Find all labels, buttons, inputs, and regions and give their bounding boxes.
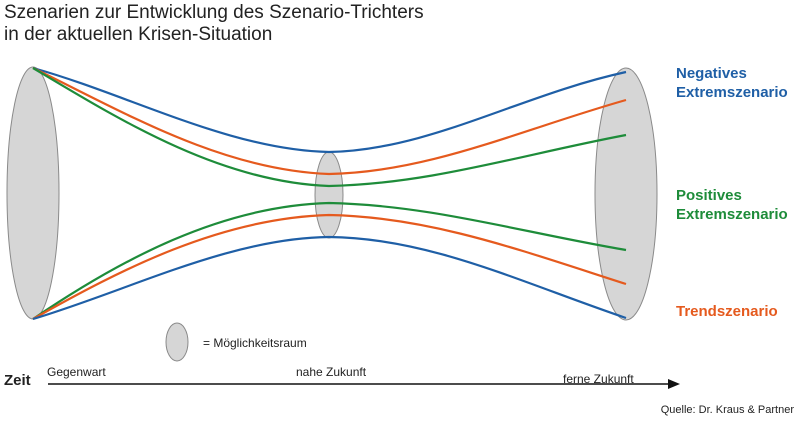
negative-scenario-label-line-2: Extremszenario <box>676 84 788 101</box>
far-future-possibility-ellipse <box>594 67 658 321</box>
negative-scenario-lower-line <box>32 235 627 321</box>
present-possibility-ellipse <box>6 66 60 320</box>
trend-scenario-upper-line <box>32 67 627 176</box>
legend-possibility-symbol <box>165 322 189 362</box>
legend-label: = Möglichkeitsraum <box>203 336 307 350</box>
near-future-label: nahe Zukunft <box>296 365 367 379</box>
positive-scenario-upper-line <box>32 67 627 188</box>
negative-scenario-upper-line <box>32 66 627 154</box>
positive-scenario-lower-line <box>32 201 627 320</box>
negative-scenario-label: Negatives Extremszenario <box>676 64 788 102</box>
near-future-possibility-ellipse <box>314 151 344 239</box>
negative-scenario-label-line-1: Negatives <box>676 65 747 82</box>
trend-scenario-lower-line <box>32 213 627 320</box>
positive-scenario-label-line-2: Extremszenario <box>676 206 788 223</box>
far-future-label: ferne Zukunft <box>563 372 634 386</box>
title-line-1: Szenarien zur Entwicklung des Szenario-T… <box>4 2 424 23</box>
positive-scenario-label: Positives Extremszenario <box>676 186 788 224</box>
present-label: Gegenwart <box>47 365 106 379</box>
time-axis-label: Zeit <box>4 372 31 389</box>
diagram-title: Szenarien zur Entwicklung des Szenario-T… <box>4 2 424 46</box>
source-note: Quelle: Dr. Kraus & Partner <box>660 404 794 416</box>
time-axis-arrowhead <box>668 379 680 389</box>
positive-scenario-label-line-1: Positives <box>676 187 742 204</box>
trend-scenario-label: Trendszenario <box>676 303 778 320</box>
title-line-2: in der aktuellen Krisen-Situation <box>4 24 273 45</box>
